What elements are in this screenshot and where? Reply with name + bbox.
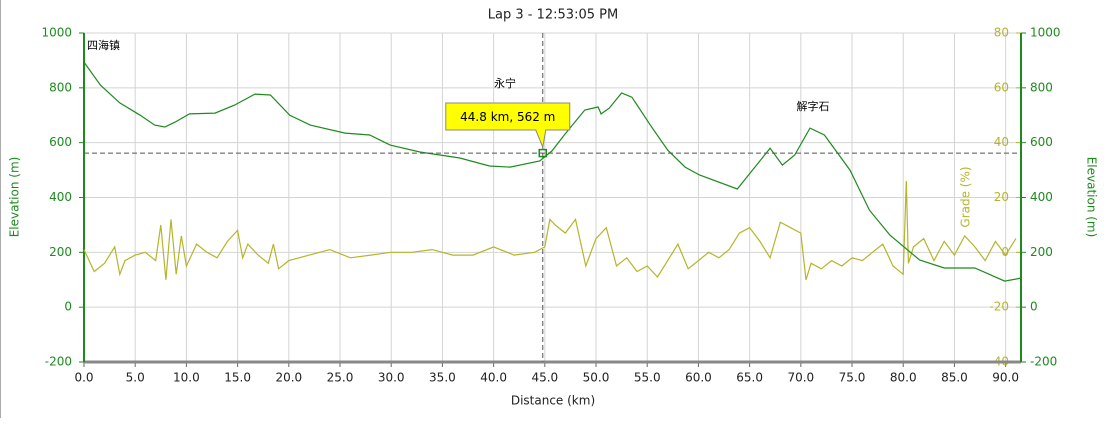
x-axis-label: Distance (km) [511,394,595,408]
y2-tick-label: 80 [994,26,1009,40]
annotation: 永宁 [494,76,516,90]
annotation: 解字石 [797,99,830,113]
y2-tick-label: 40 [994,135,1009,149]
x-tick-label: 25.0 [327,371,354,385]
x-tick-label: 45.0 [531,371,558,385]
y3-tick-label: 400 [1030,190,1053,204]
y-tick-label: 400 [49,190,72,204]
x-tick-label: 5.0 [126,371,145,385]
x-tick-label: 90.0 [992,371,1019,385]
x-tick-label: 70.0 [787,371,814,385]
x-tick-label: 50.0 [583,371,610,385]
y3-tick-label: -200 [1030,355,1057,369]
y2-tick-label: -20 [989,300,1009,314]
y-tick-label: 200 [49,245,72,259]
y-tick-label: 600 [49,135,72,149]
chart-title: Lap 3 - 12:53:05 PM [488,8,618,23]
y3-tick-label: 0 [1030,300,1038,314]
x-tick-label: 80.0 [890,371,917,385]
x-tick-label: 0.0 [74,371,93,385]
elevation-line [83,61,1022,282]
tooltip-label: 44.8 km, 562 m [460,110,555,124]
y-tick-label: 800 [49,80,72,94]
x-tick-label: 20.0 [275,371,302,385]
x-tick-label: 60.0 [685,371,712,385]
x-tick-label: 10.0 [173,371,200,385]
x-tick-label: 85.0 [941,371,968,385]
annotation: 四海镇 [87,38,120,52]
grade-line [83,180,1017,280]
x-tick-label: 75.0 [839,371,866,385]
x-tick-label: 55.0 [634,371,661,385]
y-axis-label: Elevation (m) [8,157,22,238]
x-tick-label: 35.0 [429,371,456,385]
y2-tick-label: 60 [994,80,1009,94]
x-tick-label: 30.0 [378,371,405,385]
y3-tick-label: 200 [1030,245,1053,259]
tooltip-box [445,102,571,149]
x-tick-label: 15.0 [224,371,251,385]
y3-tick-label: 800 [1030,80,1053,94]
y3-tick-label: 600 [1030,135,1053,149]
x-tick-label: 40.0 [480,371,507,385]
y2-tick-label: 0 [1001,245,1009,259]
crosshair-point [538,148,548,158]
y-tick-label: 1000 [41,26,72,40]
y3-axis-label: Elevation (m) [1085,157,1099,238]
y2-tick-label: 20 [994,190,1009,204]
y-tick-label: 0 [64,300,72,314]
y3-tick-label: 1000 [1030,26,1061,40]
y-tick-label: -200 [45,355,72,369]
x-tick-label: 65.0 [736,371,763,385]
